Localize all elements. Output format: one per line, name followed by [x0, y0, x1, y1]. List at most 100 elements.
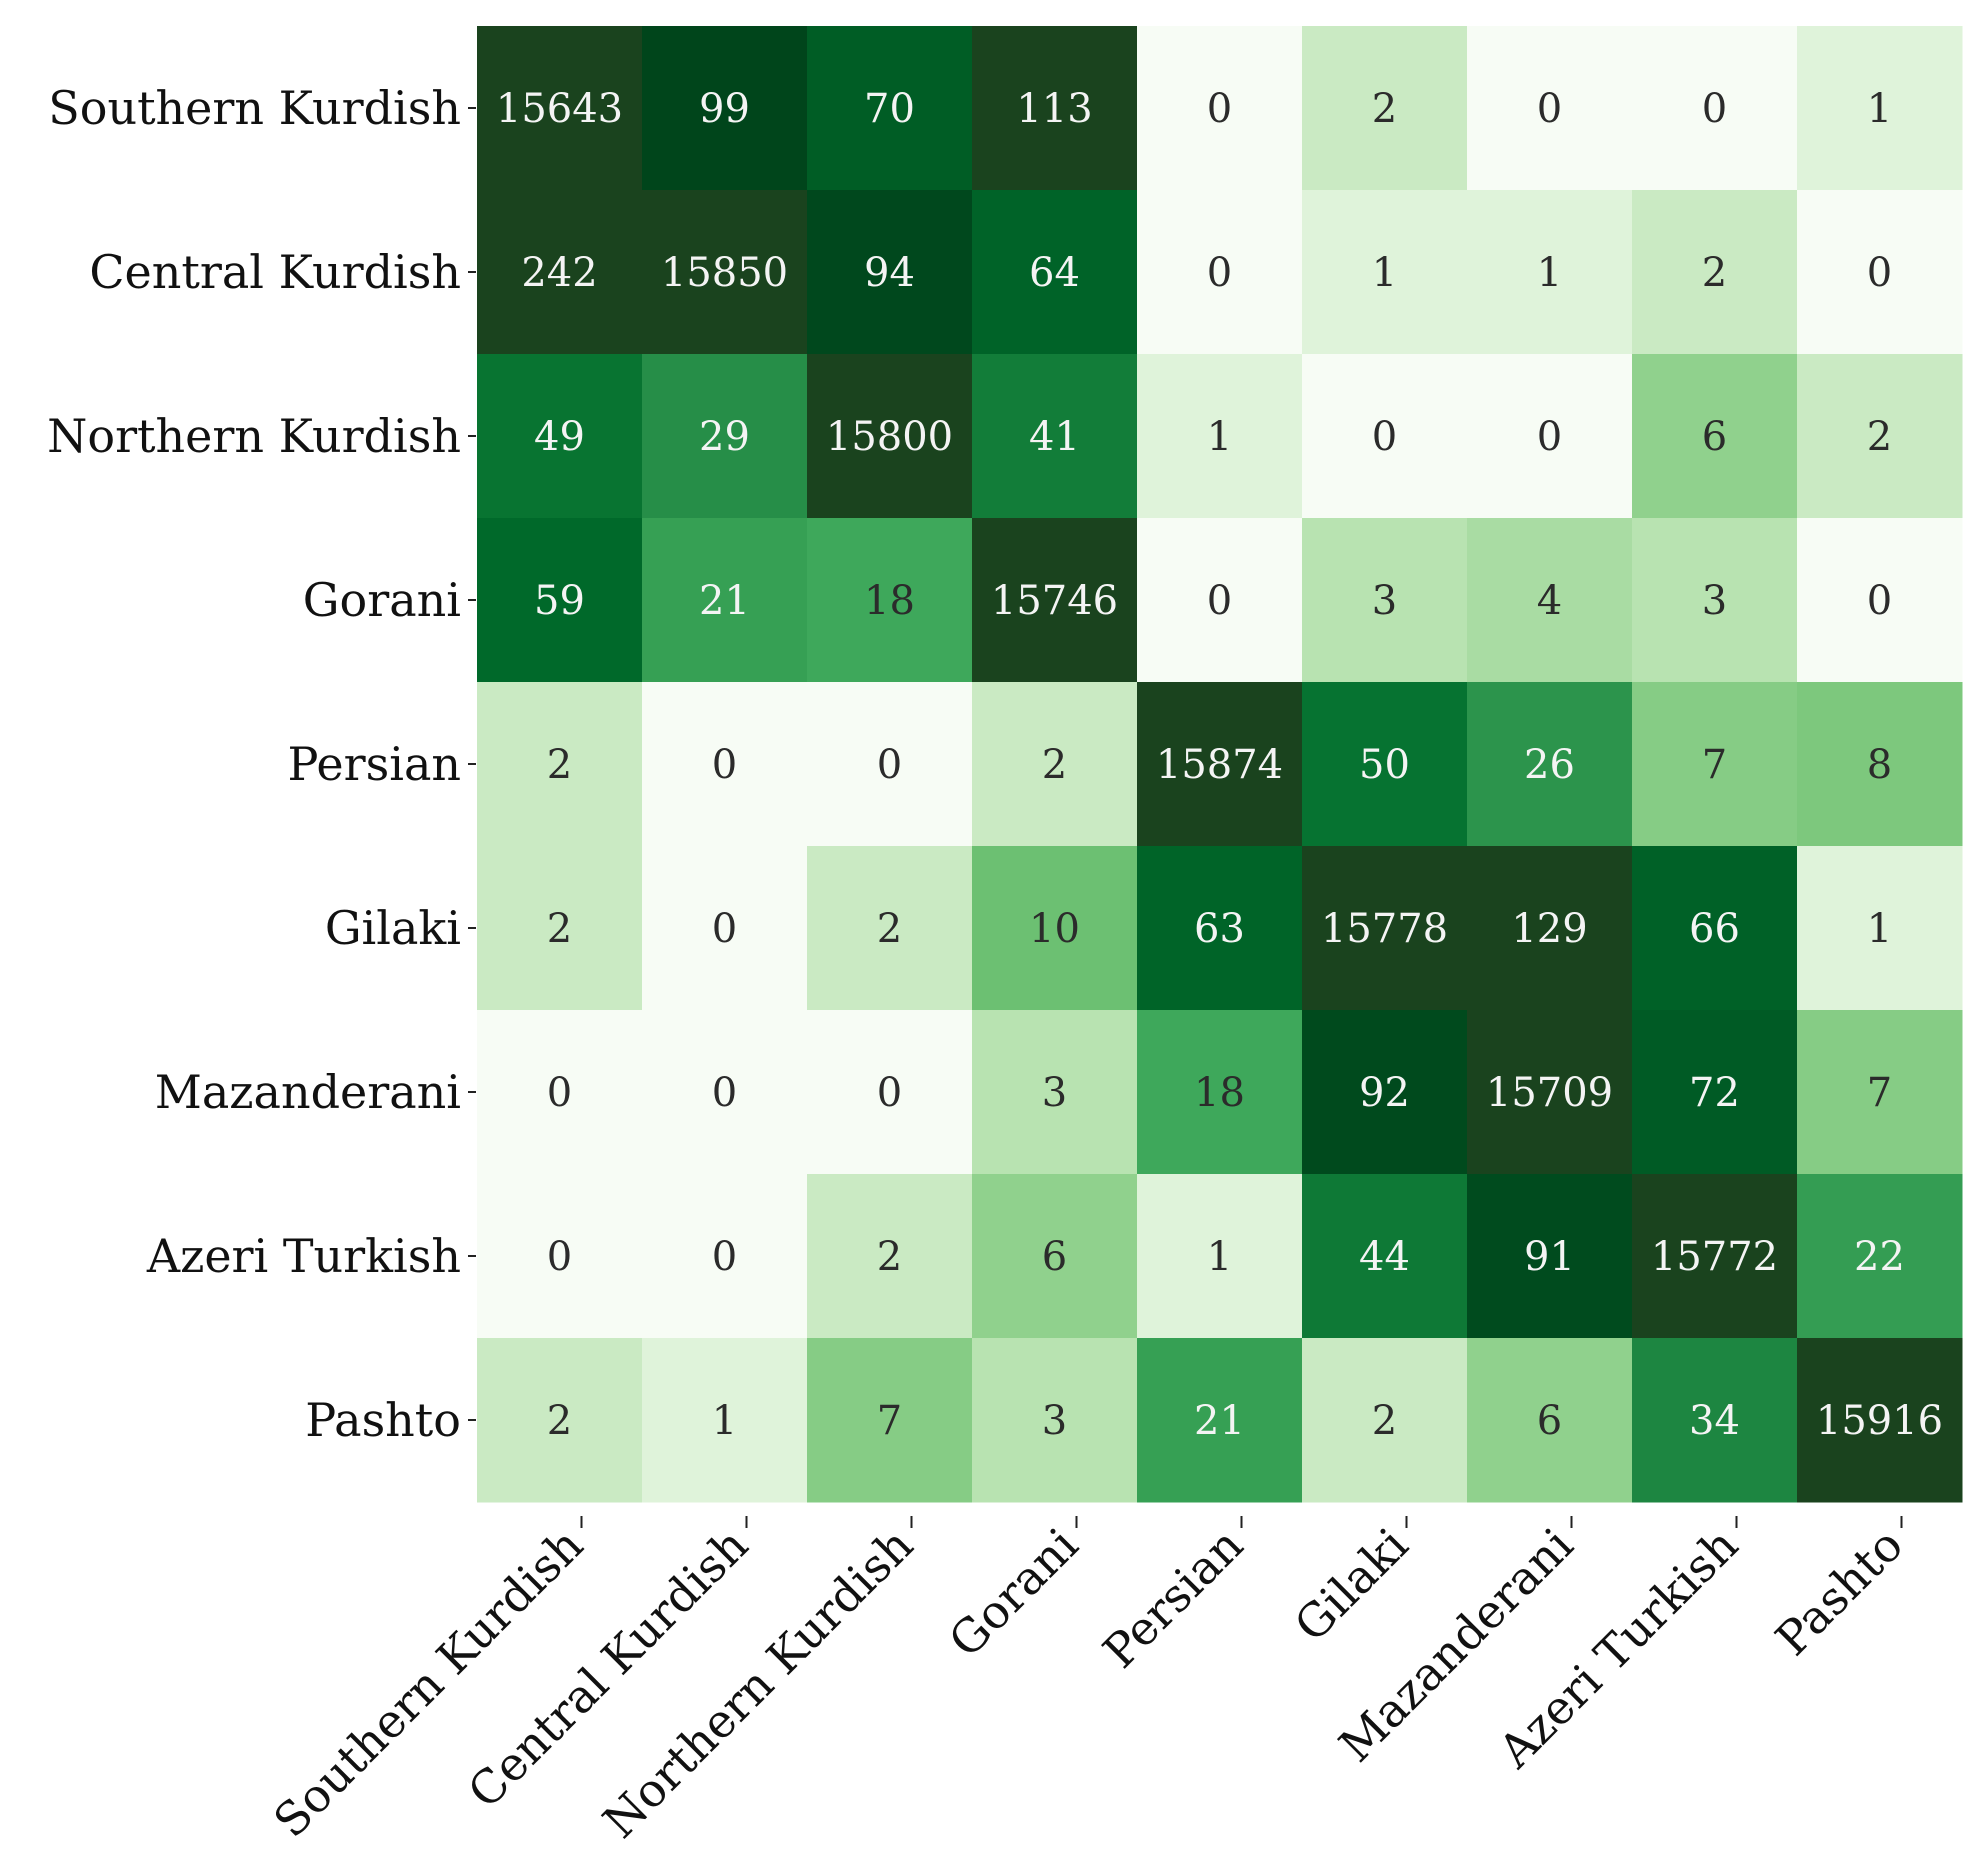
cell-value-label: 0	[1537, 414, 1562, 460]
cell-value-label: 1	[1207, 1234, 1232, 1280]
x-tick-label: Southern Kurdish	[263, 1518, 593, 1848]
cell-value-label: 21	[699, 578, 750, 624]
heatmap-cell	[1467, 1010, 1633, 1175]
cell-value-label: 18	[1194, 1070, 1245, 1116]
heatmap-cell	[807, 26, 973, 191]
heatmap-cell	[1797, 682, 1963, 847]
cell-value-label: 0	[1537, 86, 1562, 132]
heatmap-cell	[1467, 190, 1633, 355]
heatmap-cell	[1797, 518, 1963, 683]
cell-value-label: 1	[1207, 414, 1232, 460]
cell-value-label: 3	[1042, 1398, 1067, 1444]
heatmap-cell	[642, 682, 808, 847]
heatmap-cell	[807, 846, 973, 1011]
heatmap-cell	[1302, 682, 1468, 847]
cell-value-label: 2	[1372, 86, 1397, 132]
cell-value-label: 2	[1867, 414, 1892, 460]
heatmap-cell	[642, 1010, 808, 1175]
heatmap-cell	[1467, 846, 1633, 1011]
cell-value-label: 113	[1016, 86, 1092, 132]
cell-value-label: 26	[1524, 742, 1575, 788]
heatmap-cell	[1797, 846, 1963, 1011]
cell-value-label: 1	[1867, 86, 1892, 132]
cell-value-label: 0	[547, 1070, 572, 1116]
heatmap-cell	[807, 354, 973, 519]
cell-value-label: 41	[1029, 414, 1080, 460]
cell-value-label: 7	[877, 1398, 902, 1444]
heatmap-cell	[477, 1338, 643, 1503]
cell-value-label: 15916	[1816, 1398, 1943, 1444]
cell-value-label: 15850	[661, 250, 788, 296]
cell-value-label: 3	[1372, 578, 1397, 624]
cell-value-label: 6	[1537, 1398, 1562, 1444]
x-tick-label: Pashto	[1765, 1518, 1913, 1666]
heatmap-cell	[642, 190, 808, 355]
heatmap-cell	[1797, 190, 1963, 355]
heatmap-cell	[477, 682, 643, 847]
cell-value-label: 0	[1867, 578, 1892, 624]
heatmap-cell	[1632, 1338, 1798, 1503]
heatmap-cell	[1137, 1338, 1303, 1503]
x-tick-label: Persian	[1092, 1518, 1253, 1679]
cell-value-label: 0	[712, 1070, 737, 1116]
heatmap-cell	[642, 846, 808, 1011]
heatmap-cell	[642, 26, 808, 191]
cell-value-label: 0	[1702, 86, 1727, 132]
heatmap-cell	[1632, 682, 1798, 847]
cell-value-label: 7	[1867, 1070, 1892, 1116]
x-tick-label: Northern Kurdish	[592, 1518, 923, 1849]
cell-value-label: 15709	[1486, 1070, 1613, 1116]
cell-value-label: 6	[1042, 1234, 1067, 1280]
cell-value-label: 72	[1689, 1070, 1740, 1116]
heatmap-cell	[1797, 1174, 1963, 1339]
cell-value-label: 64	[1029, 250, 1080, 296]
cell-value-label: 0	[1207, 578, 1232, 624]
heatmap-cell	[1302, 1174, 1468, 1339]
heatmap-cell	[972, 518, 1138, 683]
heatmap-cell	[1467, 354, 1633, 519]
heatmap-cell	[1137, 518, 1303, 683]
heatmap-cell	[477, 26, 643, 191]
heatmap-cell	[477, 190, 643, 355]
cell-value-label: 66	[1689, 906, 1740, 952]
cell-value-label: 50	[1359, 742, 1410, 788]
cell-value-label: 2	[1702, 250, 1727, 296]
heatmap-cell	[1302, 354, 1468, 519]
cell-value-label: 0	[1207, 86, 1232, 132]
cell-value-label: 8	[1867, 742, 1892, 788]
cell-value-label: 15772	[1651, 1234, 1778, 1280]
cell-value-label: 2	[877, 906, 902, 952]
y-tick-label: Northern Kurdish	[47, 409, 461, 463]
heatmap-cell	[1467, 1174, 1633, 1339]
heatmap-cell	[807, 190, 973, 355]
heatmap-cell	[1137, 354, 1303, 519]
heatmap-cell	[1632, 26, 1798, 191]
cell-value-label: 0	[1867, 250, 1892, 296]
heatmap-cell	[807, 1338, 973, 1503]
y-axis: Southern Kurdish Central Kurdish Northern …	[47, 81, 476, 1447]
heatmap-cell	[1632, 846, 1798, 1011]
heatmap-cell	[1632, 518, 1798, 683]
cell-value-label: 0	[1207, 250, 1232, 296]
heatmap-cell	[1797, 1338, 1963, 1503]
heatmap-cell	[1467, 518, 1633, 683]
cell-value-label: 0	[712, 742, 737, 788]
heatmap-cell	[1467, 26, 1633, 191]
cell-value-label: 1	[1372, 250, 1397, 296]
cell-value-label: 1	[712, 1398, 737, 1444]
cell-value-label: 2	[547, 742, 572, 788]
cell-value-label: 2	[547, 1398, 572, 1444]
y-tick-label: Persian	[288, 737, 461, 791]
cell-value-label: 92	[1359, 1070, 1410, 1116]
y-tick-label: Pashto	[305, 1393, 461, 1447]
cell-value-label: 59	[534, 578, 585, 624]
cell-value-label: 1	[1867, 906, 1892, 952]
heatmap-cell	[972, 190, 1138, 355]
cell-value-label: 0	[1372, 414, 1397, 460]
y-tick-label: Mazanderani	[155, 1065, 461, 1119]
heatmap-cell	[972, 354, 1138, 519]
cell-value-label: 44	[1359, 1234, 1410, 1280]
